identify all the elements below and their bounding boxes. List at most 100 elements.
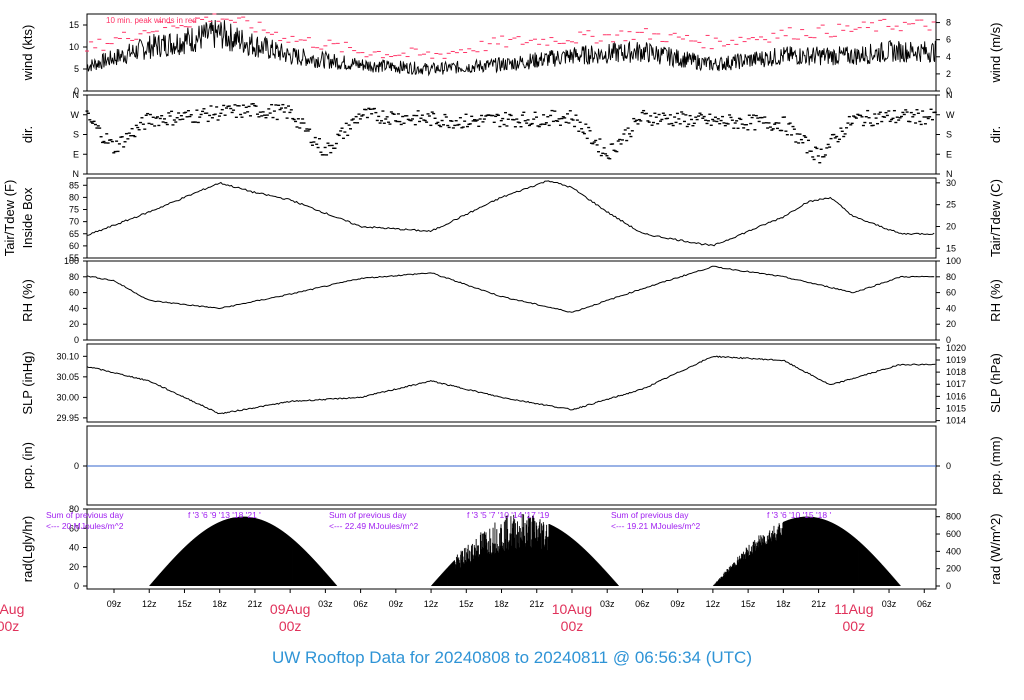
panel-5-right-tick-label: 0 <box>946 461 951 471</box>
panel-2-right-tick-label: 30 <box>946 178 956 188</box>
panel-1-right-tick-label: W <box>946 110 955 120</box>
tair-line <box>86 180 935 247</box>
rad-note-line2: <--- 19.21 MJoules/m^2 <box>611 521 701 531</box>
rad-panel-frame <box>86 508 937 590</box>
panel-3-left-tick-label: 80 <box>69 272 79 282</box>
panel-3-left-tick-label: 60 <box>69 288 79 298</box>
x-tick-label: 12z <box>142 599 157 609</box>
rad-note-line1: Sum of previous day <box>329 510 407 520</box>
panel-6-right-tick-label: 0 <box>946 581 951 591</box>
panel-3-right-tick-label: 80 <box>946 272 956 282</box>
x-tick-label: 21z <box>529 599 544 609</box>
panel-0-right-tick-label: 2 <box>946 69 951 79</box>
panel-4-right-tick-label: 1015 <box>946 403 966 413</box>
x-tick-label: 09z <box>670 599 685 609</box>
panel-2-ylabel-right: Tair/Tdew (C) <box>988 179 1003 257</box>
wind-peak-annotation: 10 min. peak winds in red <box>106 16 197 25</box>
panel-1-right-tick-label: N <box>946 169 953 179</box>
chart-footer-title: UW Rooftop Data for 20240808 to 20240811… <box>271 648 752 667</box>
x-date-hour: 00z <box>843 618 866 634</box>
slp-line <box>86 355 936 415</box>
panel-4-left-tick-label: 30.00 <box>56 392 79 402</box>
wind-speed-line <box>86 19 936 77</box>
panel-3-left-tick-label: 40 <box>69 303 79 313</box>
x-tick-label: 18z <box>776 599 791 609</box>
panel-0-left-tick-label: 0 <box>74 86 79 96</box>
rh-line <box>86 265 935 313</box>
panel-5-ylabel-right: pcp. (mm) <box>988 436 1003 495</box>
x-tick-label: 06z <box>353 599 368 609</box>
slp-panel-frame <box>86 343 937 423</box>
panel-3-left-tick-label: 100 <box>64 256 79 266</box>
panel-6-right-tick-label: 600 <box>946 529 961 539</box>
panel-4-right-tick-label: 1017 <box>946 379 966 389</box>
x-tick-label: 15z <box>459 599 474 609</box>
wind-peak-marks <box>85 13 936 59</box>
wind-panel-frame <box>86 13 937 92</box>
panel-1-right-tick-label: N <box>946 90 953 100</box>
panel-0-right-tick-label: 6 <box>946 35 951 45</box>
panel-5-left-tick-label: 0 <box>74 461 79 471</box>
panel-0-ylabel-left: wind (kts) <box>20 25 35 82</box>
rh-panel-frame <box>86 260 937 341</box>
panel-2-left-tick-label: 60 <box>69 241 79 251</box>
panel-2-ylabel-left: Tair/Tdew (F) <box>2 180 17 257</box>
x-date-label-partial: 8Aug <box>0 601 24 617</box>
panel-3-left-tick-label: 20 <box>69 319 79 329</box>
panel-0-left-tick-label: 10 <box>69 42 79 52</box>
x-tick-label: 03z <box>600 599 615 609</box>
x-tick-label: 18z <box>494 599 509 609</box>
panel-3-ylabel-right: RH (%) <box>988 279 1003 322</box>
panel-2-left-tick-label: 55 <box>69 253 79 263</box>
panel-3-right-tick-label: 0 <box>946 335 951 345</box>
x-tick-label: 12z <box>706 599 721 609</box>
panel-2-ylabel-left2: Inside Box <box>20 187 35 248</box>
dir-marks <box>85 103 937 164</box>
panel-2-left-tick-label: 65 <box>69 229 79 239</box>
panel-3-right-tick-label: 40 <box>946 303 956 313</box>
panel-0-right-tick-label: 0 <box>946 86 951 96</box>
panel-6-right-tick-label: 400 <box>946 546 961 556</box>
x-date-hour: 00z <box>561 618 584 634</box>
panel-2-right-tick-label: 25 <box>946 200 956 210</box>
x-tick-label: 06z <box>635 599 650 609</box>
panel-4-right-tick-label: 1020 <box>946 343 966 353</box>
panel-6-left-tick-label: 60 <box>69 523 79 533</box>
x-tick-label: 21z <box>811 599 826 609</box>
panel-4-right-tick-label: 1018 <box>946 367 966 377</box>
panel-6-ylabel-right: rad (W/m^2) <box>988 513 1003 584</box>
panel-6-left-tick-label: 80 <box>69 504 79 514</box>
panel-0-right-tick-label: 8 <box>946 18 951 28</box>
panel-4-ylabel-right: SLP (hPa) <box>988 353 1003 413</box>
panel-1-left-tick-label: S <box>73 130 79 140</box>
x-tick-label: 18z <box>212 599 227 609</box>
panel-6-right-tick-label: 800 <box>946 512 961 522</box>
panel-1-ylabel-left: dir. <box>20 126 35 143</box>
x-date-label: 09Aug <box>270 601 310 617</box>
panel-3-right-tick-label: 60 <box>946 288 956 298</box>
rad-note-line1: Sum of previous day <box>611 510 689 520</box>
panel-3-ylabel-left: RH (%) <box>20 279 35 322</box>
x-tick-label: 09z <box>107 599 122 609</box>
panel-0-left-tick-label: 5 <box>74 64 79 74</box>
x-tick-label: 21z <box>248 599 263 609</box>
panel-6-left-tick-label: 0 <box>74 581 79 591</box>
panel-6-right-tick-label: 200 <box>946 564 961 574</box>
panel-1-left-tick-label: N <box>73 90 80 100</box>
x-tick-label: 09z <box>389 599 404 609</box>
rad-note-line1: Sum of previous day <box>46 510 124 520</box>
x-tick-label: 03z <box>318 599 333 609</box>
x-tick-label: 15z <box>741 599 756 609</box>
x-date-hour: 00z <box>279 618 302 634</box>
x-tick-label: 15z <box>177 599 192 609</box>
panel-4-left-tick-label: 30.10 <box>56 351 79 361</box>
temp-panel-frame <box>86 177 937 259</box>
rad-hour-markers: f '3 '6 '9 '13 '18 '21 ' <box>188 510 261 520</box>
panel-0-right-tick-label: 4 <box>946 52 951 62</box>
panel-4-right-tick-label: 1019 <box>946 355 966 365</box>
x-date-label: 10Aug <box>552 601 592 617</box>
panel-2-left-tick-label: 85 <box>69 180 79 190</box>
x-date-label: 11Aug <box>834 601 873 617</box>
panel-6-left-tick-label: 40 <box>69 543 79 553</box>
